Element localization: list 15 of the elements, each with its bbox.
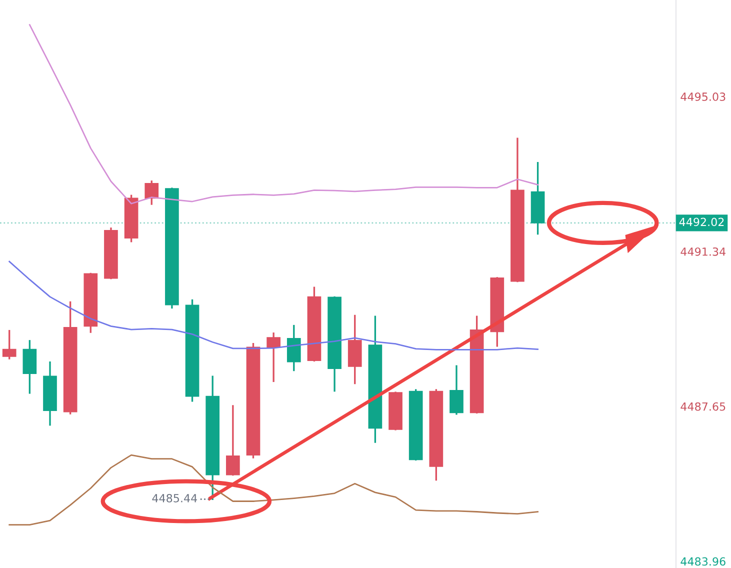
- candlestick: [450, 365, 464, 415]
- candlestick: [2, 330, 16, 360]
- y-tick-label: 4491.34: [680, 247, 726, 256]
- line-series: [8, 454, 538, 526]
- ref-line-label: 4492.02: [679, 218, 724, 226]
- line-series: [28, 24, 538, 204]
- candlestick: [286, 324, 301, 372]
- annotation: 4485.44: [152, 494, 197, 502]
- y-tick-label: 4483.96: [680, 557, 726, 566]
- candlestick: [144, 180, 159, 205]
- y-tick-label: 4487.65: [680, 402, 726, 411]
- candlestick: [266, 332, 280, 382]
- line-series: [8, 260, 538, 350]
- y-tick-label: 4495.03: [680, 92, 726, 101]
- candlestick: [226, 405, 240, 476]
